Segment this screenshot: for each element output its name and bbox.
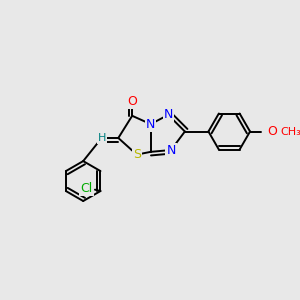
Text: CH₃: CH₃ <box>280 127 300 136</box>
Text: O: O <box>267 125 277 138</box>
Text: N: N <box>146 118 155 130</box>
Text: Cl: Cl <box>80 182 93 195</box>
Text: N: N <box>164 108 173 122</box>
Text: O: O <box>127 94 137 107</box>
Text: S: S <box>133 148 141 161</box>
Text: H: H <box>98 133 106 143</box>
Text: N: N <box>166 143 176 157</box>
